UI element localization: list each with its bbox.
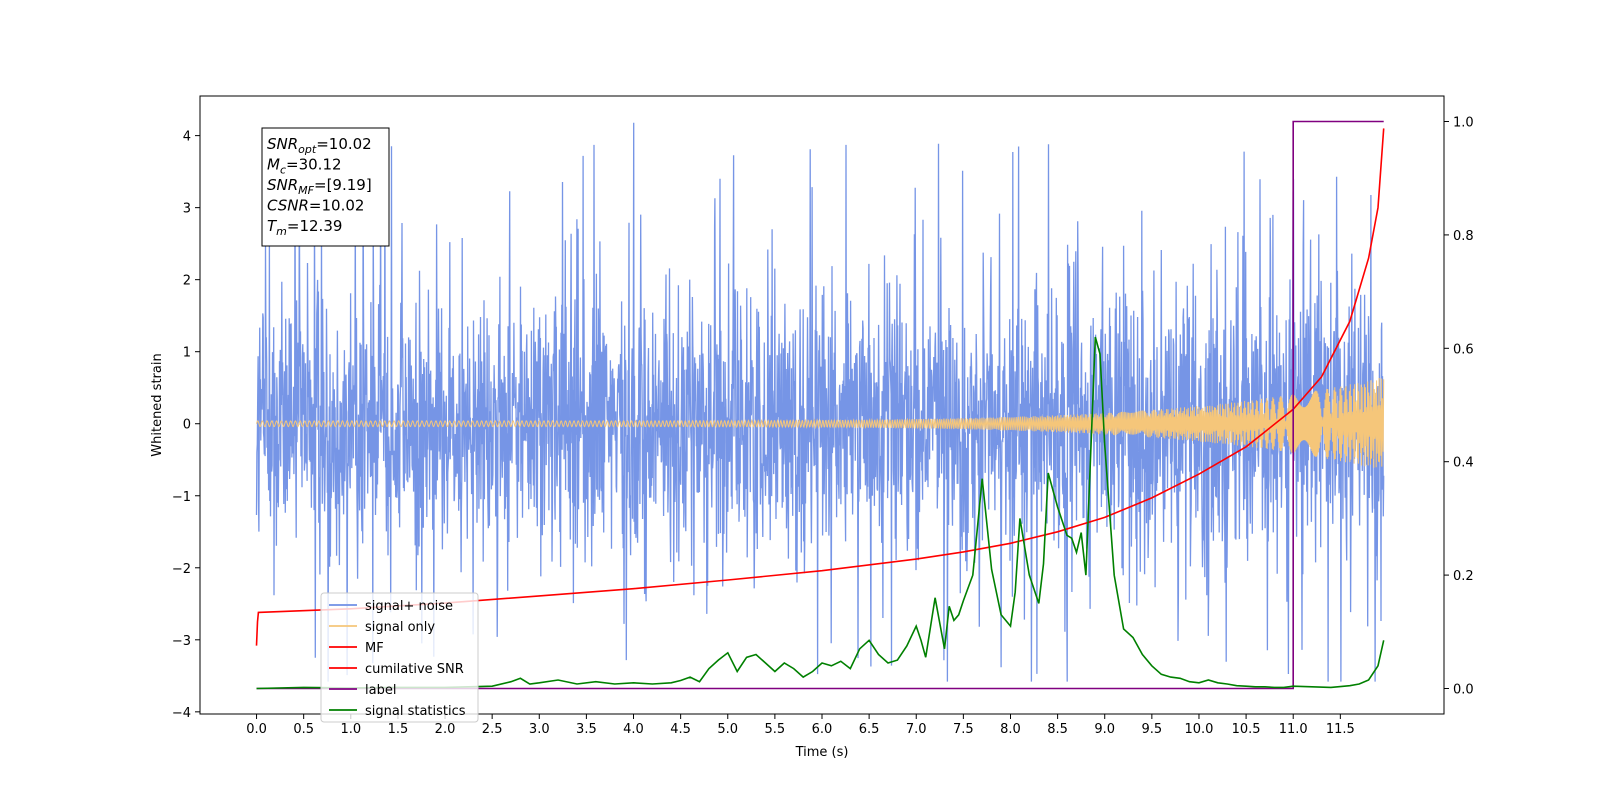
y2-tick-label: 0.6 [1453, 342, 1474, 357]
x-tick-label: 4.5 [670, 722, 691, 737]
x-tick-label: 7.0 [906, 722, 927, 737]
legend-item-label: MF [365, 641, 384, 656]
x-tick-label: 10.0 [1184, 722, 1213, 737]
x-tick-label: 3.5 [576, 722, 597, 737]
y-axis-right: 1.0 0.8 0.6 0.4 0.2 0.0 [1444, 116, 1474, 697]
y-tick-label: 0 [183, 418, 191, 433]
series-label [256, 120, 1384, 690]
x-tick-label: 11.0 [1279, 722, 1308, 737]
x-tick-label: 0.0 [246, 722, 267, 737]
info-line: CSNR=10.02 [267, 197, 364, 215]
y-tick-label: 4 [183, 130, 191, 145]
x-tick-label: 4.0 [623, 722, 644, 737]
x-tick-label: 9.5 [1142, 722, 1163, 737]
y-tick-label: 1 [183, 346, 191, 361]
y-tick-label: −1 [172, 490, 191, 505]
info-line: SNRMF=[9.19] [267, 176, 372, 197]
y2-tick-label: 0.4 [1453, 456, 1474, 471]
info-line: Tm=12.39 [267, 217, 342, 238]
y2-tick-label: 1.0 [1453, 116, 1474, 131]
info-line: Mc=30.12 [267, 156, 342, 177]
info-box: SNRopt=10.02Mc=30.12SNRMF=[9.19]CSNR=10.… [261, 127, 390, 247]
y-axis-left: 4 3 2 1 0 −1 −2 −3 −4 [172, 130, 200, 721]
series-signal-noise [255, 122, 1385, 682]
legend-item-label: signal+ noise [365, 599, 453, 614]
series-signal-statistics [256, 336, 1385, 690]
x-tick-label: 10.5 [1232, 722, 1261, 737]
y2-tick-label: 0.2 [1453, 569, 1474, 584]
x-axis-label: Time (s) [795, 745, 849, 760]
x-tick-label: 11.5 [1326, 722, 1355, 737]
legend-frame [320, 592, 479, 723]
y-axis-label: Whitened strain [150, 353, 165, 456]
y-tick-label: −2 [172, 562, 191, 577]
x-axis: 0.0 0.5 1.0 1.5 2.0 2.5 3.0 3.5 4.0 4.5 5.0 5.5 6.0 6… [246, 714, 1355, 737]
x-tick-label: 2.0 [435, 722, 456, 737]
info-line: SNRopt=10.02 [267, 135, 372, 156]
legend-item-label: signal statistics [365, 704, 466, 719]
series-signal-only [256, 377, 1385, 468]
x-tick-label: 9.0 [1094, 722, 1115, 737]
x-tick-label: 0.5 [293, 722, 314, 737]
legend-item-label: signal only [365, 620, 435, 635]
legend: signal+ noise signal only MF cumilative SNR… [320, 592, 479, 723]
x-tick-label: 5.0 [717, 722, 738, 737]
y-tick-label: 2 [183, 274, 191, 289]
x-tick-label: 5.5 [765, 722, 786, 737]
y2-tick-label: 0.0 [1453, 682, 1474, 697]
x-tick-label: 8.0 [1000, 722, 1021, 737]
x-tick-label: 6.5 [859, 722, 880, 737]
legend-item-label: cumilative SNR [365, 662, 464, 677]
legend-item-label: label [365, 683, 396, 698]
x-tick-label: 1.5 [388, 722, 409, 737]
x-tick-label: 8.5 [1047, 722, 1068, 737]
x-tick-label: 7.5 [953, 722, 974, 737]
x-tick-label: 3.0 [529, 722, 550, 737]
y-tick-label: 3 [183, 202, 191, 217]
y2-tick-label: 0.8 [1453, 229, 1474, 244]
y-tick-label: −4 [172, 706, 191, 721]
x-tick-label: 2.5 [482, 722, 503, 737]
x-tick-label: 6.0 [812, 722, 833, 737]
info-box-frame [261, 127, 390, 247]
y-tick-label: −3 [172, 634, 191, 649]
x-tick-label: 1.0 [340, 722, 361, 737]
